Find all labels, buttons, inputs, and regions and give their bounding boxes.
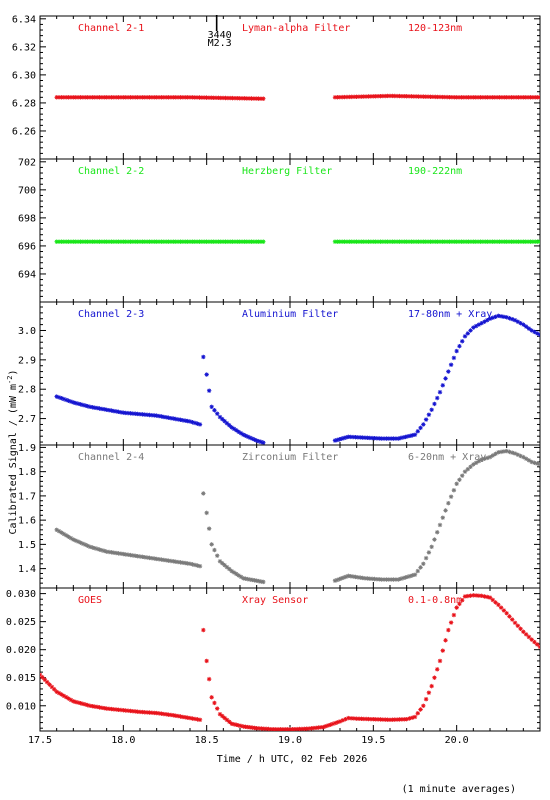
y-tick-label: 0.030 [6, 589, 36, 600]
y-tick-label: 698 [18, 213, 36, 224]
y-tick-label: 2.9 [18, 355, 36, 366]
data-points [54, 93, 540, 101]
data-series [54, 239, 540, 244]
panel-2: 694 696 698 700 702 Channel 2-2 Herzberg Filte… [18, 157, 541, 303]
panel-label-3: 17-80nm + Xray [408, 309, 492, 320]
panel-label-1: GOES [78, 595, 102, 606]
y-tick-label: 3.0 [18, 326, 36, 337]
panel-frame [39, 444, 541, 589]
y-tick-label: 694 [18, 269, 36, 280]
panel-label-1: Channel 2-3 [78, 309, 144, 320]
flare-region-label: 3440 [208, 30, 232, 41]
y-tick-label: 2.7 [18, 414, 36, 425]
y-tick-label: 1.4 [18, 564, 36, 575]
channel-panels: 6.26 6.28 6.30 6.32 6.34 Channel 2-1 Lyman-alp… [6, 14, 541, 746]
y-tick-label: 1.7 [18, 491, 36, 502]
data-series [40, 593, 540, 731]
y-axis-label: Calibrated Signal / (mW m-2) [6, 370, 19, 535]
panel-frame [39, 301, 541, 446]
data-series [54, 313, 540, 445]
x-tick-label: 19.5 [361, 735, 385, 746]
y-tick-label: 6.30 [12, 70, 36, 81]
panel-label-2: Aluminium Filter [242, 309, 338, 320]
data-series [54, 448, 540, 585]
x-tick-label: 18.0 [111, 735, 135, 746]
y-tick-label: 0.015 [6, 673, 36, 684]
y-tick-label: 6.32 [12, 42, 36, 53]
y-tick-label: 6.34 [12, 14, 36, 25]
panel-label-3: 120-123nm [408, 23, 462, 34]
y-tick-label: 1.6 [18, 516, 36, 527]
y-tick-label: 6.26 [12, 126, 36, 137]
y-tick-label: 2.8 [18, 385, 36, 396]
panel-label-3: 190-222nm [408, 166, 462, 177]
panel-frame [39, 15, 541, 160]
panel-label-2: Xray Sensor [242, 595, 308, 606]
panel-label-1: Channel 2-4 [78, 452, 144, 463]
panel-4: 1.4 1.5 1.6 1.7 1.8 1.9 Channel 2-4 Zirconium F… [18, 443, 541, 589]
data-points [40, 593, 540, 731]
x-axis-label: Time / h UTC, 02 Feb 2026 [217, 754, 368, 765]
flare-class-label: M2.3 [208, 38, 232, 49]
panel-label-3: 6-20nm + Xray [408, 452, 486, 463]
panel-3: 2.7 2.8 2.9 3.0 Channel 2-3 Aluminium Filter 1… [18, 301, 541, 446]
data-points [54, 239, 540, 244]
x-tick-label: 18.5 [195, 735, 219, 746]
y-tick-label: 1.5 [18, 540, 36, 551]
y-tick-label: 1.9 [18, 443, 36, 454]
footnote: (1 minute averages) [402, 784, 516, 795]
y-tick-label: 0.025 [6, 617, 36, 628]
panel-5: 17.5 18.0 18.5 19.0 19.5 20.0 0.010 0.015 0.020 0… [6, 587, 541, 746]
y-tick-label: 6.28 [12, 98, 36, 109]
x-tick-label: 20.0 [445, 735, 469, 746]
panel-label-3: 0.1-0.8nm [408, 595, 462, 606]
data-points [54, 313, 540, 445]
data-points [54, 448, 540, 585]
data-series [54, 93, 540, 101]
y-tick-label: 0.020 [6, 645, 36, 656]
x-tick-label: 17.5 [28, 735, 52, 746]
panel-frame [39, 158, 541, 303]
panel-label-1: Channel 2-1 [78, 23, 144, 34]
y-tick-label: 1.8 [18, 467, 36, 478]
y-tick-label: 0.010 [6, 701, 36, 712]
panel-1: 6.26 6.28 6.30 6.32 6.34 Channel 2-1 Lyman-alp… [12, 14, 541, 160]
flare-marker: 3440 M2.3 [208, 15, 232, 49]
panel-label-2: Zirconium Filter [242, 452, 338, 463]
panel-label-2: Herzberg Filter [242, 166, 332, 177]
panel-label-2: Lyman-alpha Filter [242, 23, 350, 34]
x-tick-label: 19.0 [278, 735, 302, 746]
y-tick-label: 700 [18, 185, 36, 196]
y-tick-label: 696 [18, 241, 36, 252]
y-tick-label: 702 [18, 157, 36, 168]
panel-label-1: Channel 2-2 [78, 166, 144, 177]
